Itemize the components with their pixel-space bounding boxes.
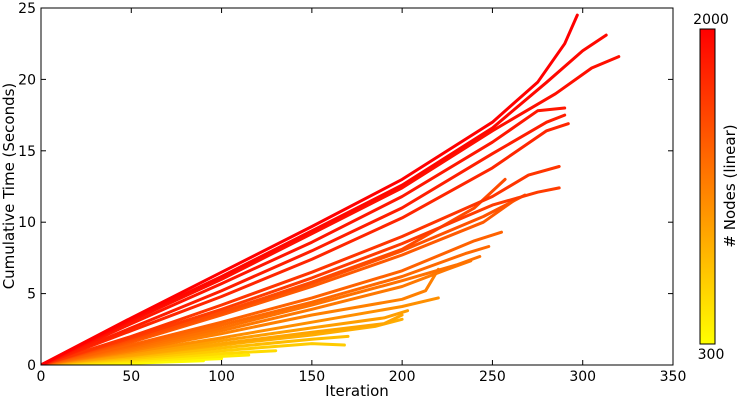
- x-tick-label: 300: [569, 369, 596, 385]
- series-line-1750: [41, 122, 570, 365]
- x-tick-label: 250: [479, 369, 506, 385]
- colorbar-label: # Nodes (linear): [721, 124, 739, 247]
- x-tick-label: 200: [389, 369, 416, 385]
- axis-ticks: 0 50 100 150 200 250 300 350 0 5 10 15 20 25: [18, 1, 686, 385]
- y-tick-label: 10: [18, 215, 36, 231]
- y-tick-label: 15: [18, 144, 36, 160]
- series-line-1800: [41, 113, 567, 365]
- series-line-1350: [41, 230, 503, 365]
- colorbar-max-label: 2000: [693, 12, 729, 28]
- y-axis-label: Cumulative Time (Seconds): [0, 83, 18, 290]
- y-tick-label: 0: [27, 358, 36, 374]
- y-tick-label: 5: [27, 287, 36, 303]
- series-line-2000: [41, 13, 579, 365]
- series-line-1850: [41, 106, 567, 365]
- series-line-1650: [41, 165, 561, 365]
- x-tick-label: 350: [660, 369, 687, 385]
- plot-frame: [40, 7, 674, 366]
- series-line-1900: [41, 55, 621, 365]
- x-tick-label: 100: [208, 369, 235, 385]
- x-tick-label: 0: [37, 369, 46, 385]
- colorbar-gradient: [699, 28, 716, 345]
- x-tick-label: 150: [298, 369, 325, 385]
- x-axis-label: Iteration: [325, 382, 389, 400]
- colorbar: 2000 300 # Nodes (linear): [693, 12, 739, 363]
- series-line-1950: [41, 33, 608, 365]
- x-tick-label: 50: [122, 369, 140, 385]
- y-tick-label: 20: [18, 72, 36, 88]
- series-line-1600: [41, 186, 561, 365]
- colorbar-min-label: 300: [698, 347, 725, 363]
- y-tick-label: 25: [18, 1, 36, 17]
- series-layer: [41, 13, 621, 365]
